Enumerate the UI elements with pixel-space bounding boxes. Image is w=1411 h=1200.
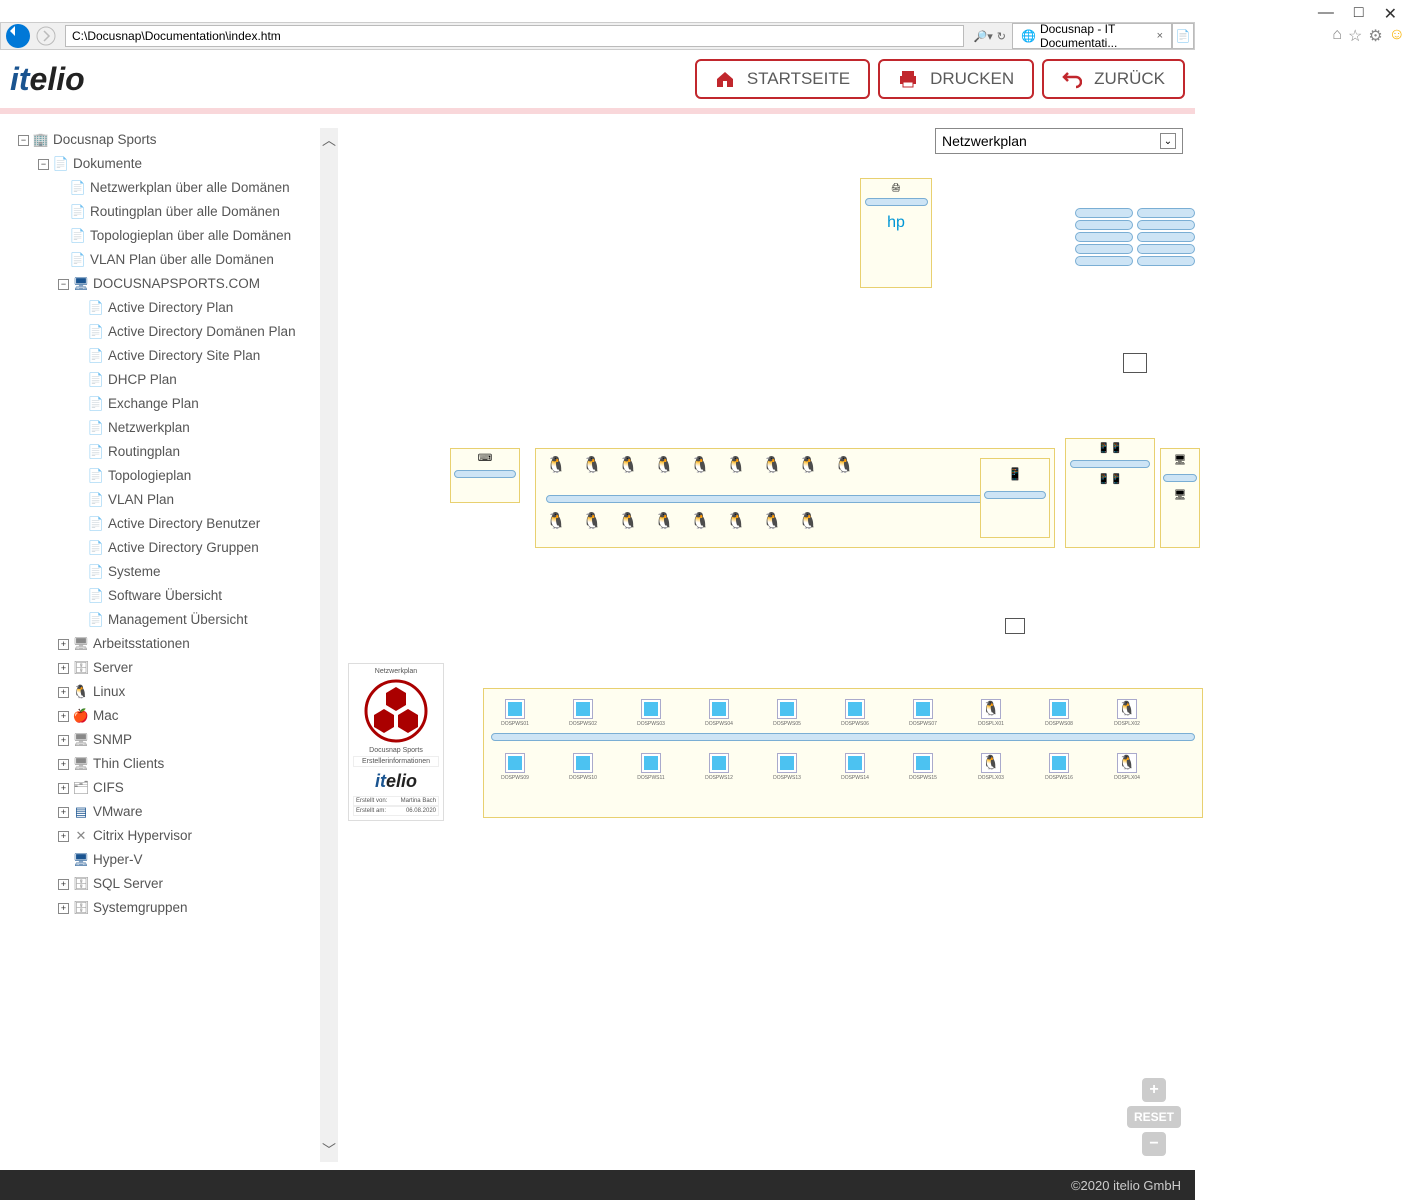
- tree-cat[interactable]: +🗄SQL Server: [18, 872, 320, 896]
- navigation-tree: −🏢Docusnap Sports −📄Dokumente 📄Netzwerkp…: [18, 128, 320, 1162]
- legend-title: Netzwerkplan: [353, 668, 439, 675]
- search-dropdown-icon[interactable]: 🔎▾: [974, 30, 993, 43]
- nav-back-button[interactable]: [1, 23, 31, 49]
- tree-cat[interactable]: +🐧Linux: [18, 680, 320, 704]
- zoom-out-button[interactable]: −: [1142, 1132, 1166, 1156]
- accent-bar: [0, 108, 1195, 114]
- back-button[interactable]: ZURÜCK: [1042, 59, 1185, 99]
- favorites-icon[interactable]: ☆: [1348, 26, 1362, 46]
- wifi-icon: [1005, 618, 1025, 634]
- zoom-in-button[interactable]: +: [1142, 1078, 1166, 1102]
- smiley-icon[interactable]: ☺: [1389, 26, 1405, 46]
- hp-logo-icon: hp: [861, 208, 931, 238]
- tree-domain[interactable]: −🖥DOCUSNAPSPORTS.COM: [18, 272, 320, 296]
- tree-cat[interactable]: +🍎Mac: [18, 704, 320, 728]
- page-header: itelio STARTSEITE DRUCKEN ZURÜCK: [0, 50, 1195, 108]
- tree-plan[interactable]: 📄Systeme: [18, 560, 320, 584]
- tree-scrollbar[interactable]: ︿ ﹀: [320, 128, 338, 1162]
- diagram-viewer: Netzwerkplan ⌄ 🖨 hp ⌨: [340, 118, 1195, 1162]
- scroll-down-icon[interactable]: ﹀: [322, 1140, 336, 1160]
- print-icon: [898, 69, 918, 89]
- workstation-cluster: DOSPWS01 DOSPWS02 DOSPWS03 DOSPWS04 DOSP…: [483, 688, 1203, 818]
- chevron-down-icon: ⌄: [1160, 133, 1176, 149]
- page-footer: ©2020 itelio GmbH: [0, 1170, 1195, 1200]
- tree-doc[interactable]: 📄Topologieplan über alle Domänen: [18, 224, 320, 248]
- tree-cat[interactable]: +🖥Thin Clients: [18, 752, 320, 776]
- tree-doc[interactable]: 📄Netzwerkplan über alle Domänen: [18, 176, 320, 200]
- window-controls: — □ ✕: [1304, 0, 1411, 28]
- zoom-reset-button[interactable]: RESET: [1127, 1106, 1181, 1128]
- tree-plan[interactable]: 📄Active Directory Domänen Plan: [18, 320, 320, 344]
- print-button[interactable]: DRUCKEN: [878, 59, 1034, 99]
- tree-cat[interactable]: +🗂CIFS: [18, 776, 320, 800]
- tree-plan[interactable]: 📄Netzwerkplan: [18, 416, 320, 440]
- browser-tab[interactable]: 🌐 Docusnap - IT Documentati... ×: [1012, 23, 1172, 49]
- monitor-icon: [1123, 353, 1147, 373]
- mobile-cluster-3: 🖥 🖥: [1160, 448, 1200, 548]
- legend-hex-icon: [364, 679, 428, 743]
- tab-close-icon[interactable]: ×: [1157, 30, 1163, 42]
- tree-plan[interactable]: 📄Active Directory Benutzer: [18, 512, 320, 536]
- tree-plan[interactable]: 📄VLAN Plan: [18, 488, 320, 512]
- close-button[interactable]: ✕: [1384, 4, 1397, 24]
- itelio-logo: itelio: [10, 61, 85, 98]
- legend-logo: itelio: [353, 771, 439, 792]
- tree-cat[interactable]: +▤VMware: [18, 800, 320, 824]
- tree-plan[interactable]: 📄Management Übersicht: [18, 608, 320, 632]
- linux-cluster: [535, 448, 1055, 548]
- dropdown-selected: Netzwerkplan: [942, 133, 1027, 149]
- tree-cat[interactable]: +🖥Arbeitsstationen: [18, 632, 320, 656]
- tree-cat[interactable]: +🗄Server: [18, 656, 320, 680]
- home-button[interactable]: STARTSEITE: [695, 59, 870, 99]
- keyboard-cluster: ⌨: [450, 448, 520, 503]
- home-icon[interactable]: ⌂: [1332, 26, 1342, 46]
- tree-plan[interactable]: 📄Exchange Plan: [18, 392, 320, 416]
- plan-dropdown[interactable]: Netzwerkplan ⌄: [935, 128, 1183, 154]
- tree-dokumente[interactable]: −📄Dokumente: [18, 152, 320, 176]
- tab-title: Docusnap - IT Documentati...: [1040, 22, 1149, 50]
- tab-favicon-icon: 🌐: [1021, 29, 1036, 43]
- settings-icon[interactable]: ⚙: [1368, 26, 1382, 46]
- header-buttons: STARTSEITE DRUCKEN ZURÜCK: [695, 59, 1185, 99]
- refresh-icon[interactable]: ↻: [997, 30, 1006, 43]
- tree-cat[interactable]: 🖥Hyper-V: [18, 848, 320, 872]
- diagram-legend: Netzwerkplan Docusnap Sports Erstellerin…: [348, 663, 444, 821]
- browser-top-icons: ⌂ ☆ ⚙ ☺: [1332, 26, 1405, 46]
- legend-sub: Erstellerinformationen: [353, 756, 439, 767]
- mobile-cluster-1: 📱: [980, 458, 1050, 538]
- ip-ranges: [1075, 208, 1195, 266]
- back-arrow-icon: [1062, 69, 1082, 89]
- network-diagram[interactable]: 🖨 hp ⌨: [340, 168, 1195, 1162]
- tree-root[interactable]: −🏢Docusnap Sports: [18, 128, 320, 152]
- tree-plan[interactable]: 📄Routingplan: [18, 440, 320, 464]
- tree-cat[interactable]: +🖥SNMP: [18, 728, 320, 752]
- browser-bar: 🔎▾ ↻ 🌐 Docusnap - IT Documentati... × 📄: [0, 22, 1195, 50]
- url-input[interactable]: [65, 25, 964, 47]
- mobile-cluster-2: 📱📱 📱📱: [1065, 438, 1155, 548]
- zoom-controls: + RESET −: [1127, 1078, 1181, 1156]
- tree-plan[interactable]: 📄DHCP Plan: [18, 368, 320, 392]
- tree-doc[interactable]: 📄VLAN Plan über alle Domänen: [18, 248, 320, 272]
- nav-forward-button[interactable]: [31, 23, 61, 49]
- maximize-button[interactable]: □: [1354, 4, 1364, 24]
- tree-doc[interactable]: 📄Routingplan über alle Domänen: [18, 200, 320, 224]
- copyright: ©2020 itelio GmbH: [1071, 1178, 1181, 1193]
- tree-plan[interactable]: 📄Topologieplan: [18, 464, 320, 488]
- home-icon: [715, 69, 735, 89]
- new-tab-button[interactable]: 📄: [1172, 23, 1194, 49]
- tree-plan[interactable]: 📄Active Directory Gruppen: [18, 536, 320, 560]
- scroll-up-icon[interactable]: ︿: [322, 130, 336, 150]
- legend-org: Docusnap Sports: [353, 747, 439, 754]
- minimize-button[interactable]: —: [1318, 4, 1334, 24]
- server-cluster: 🖨 hp: [860, 178, 932, 288]
- tree-cat[interactable]: +✕Citrix Hypervisor: [18, 824, 320, 848]
- url-icons: 🔎▾ ↻: [968, 30, 1012, 43]
- tree-plan[interactable]: 📄Software Übersicht: [18, 584, 320, 608]
- tree-plan[interactable]: 📄Active Directory Site Plan: [18, 344, 320, 368]
- tree-plan[interactable]: 📄Active Directory Plan: [18, 296, 320, 320]
- tree-cat[interactable]: +🗄Systemgruppen: [18, 896, 320, 920]
